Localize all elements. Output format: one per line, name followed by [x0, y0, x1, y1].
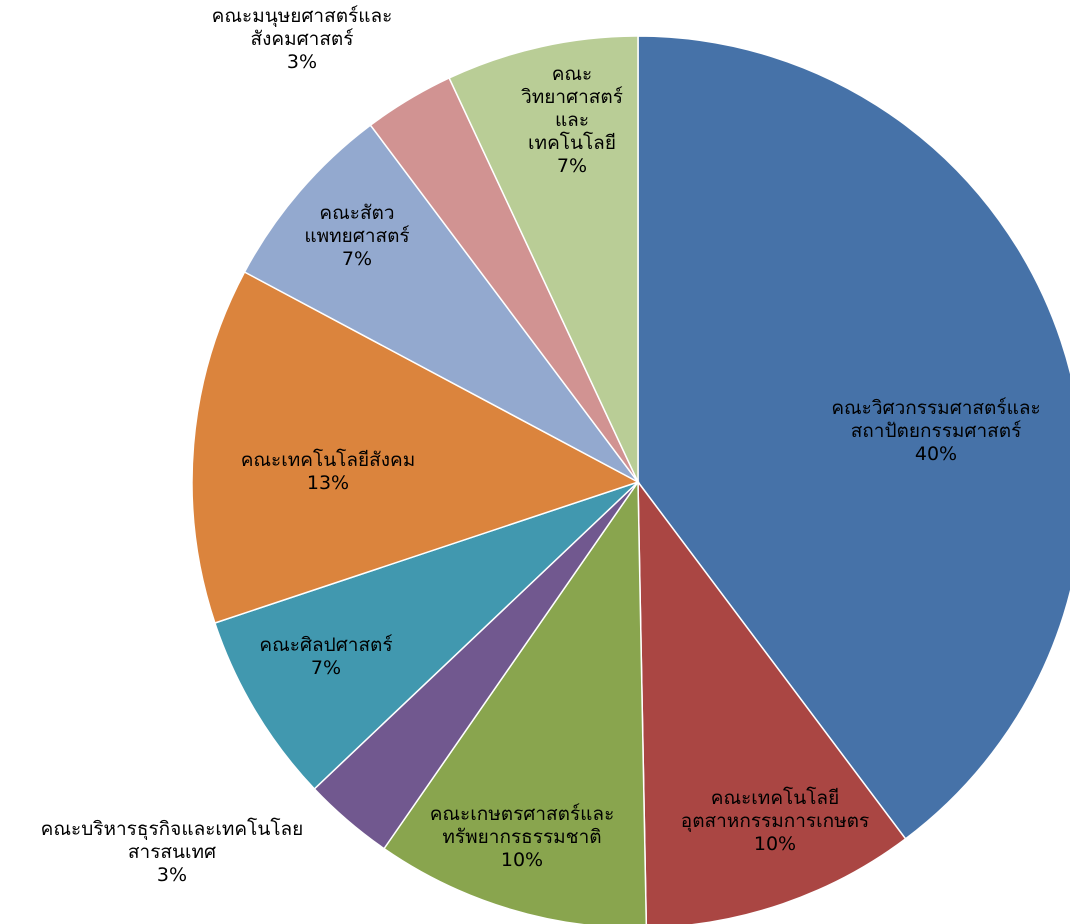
- slice-label-line: วิทยาศาสตร์: [521, 86, 623, 108]
- slice-percent-3: 10%: [501, 849, 543, 871]
- pie-slice-3: [382, 479, 648, 924]
- slice-percent-9: 7%: [557, 155, 587, 177]
- slice-label-line: สารสนเทศ: [128, 841, 216, 863]
- slice-label-line: คณะสัตว: [319, 202, 394, 224]
- slice-percent-8: 3%: [287, 51, 317, 73]
- pie-slice-5: [213, 481, 639, 790]
- pie-slice-2: [637, 479, 907, 924]
- slice-label-line: สังคมศาสตร์: [251, 28, 354, 50]
- slice-label-line: คณะ: [552, 63, 593, 85]
- slice-label-line: คณะบริหารธุรกิจและเทคโนโลย: [41, 817, 304, 841]
- slice-percent-2: 10%: [754, 833, 796, 855]
- pie-slice-7: [243, 124, 639, 483]
- slice-label-line: คณะมนุษยศาสตร์และ: [212, 5, 393, 28]
- slice-label-line: สถาปัตยกรรมศาสตร์: [851, 420, 1022, 442]
- slice-percent-1: 40%: [915, 443, 957, 465]
- slice-label-6: คณะเทคโนโลยีสังคม 13%: [241, 448, 416, 494]
- slice-percent-5: 7%: [311, 657, 341, 679]
- slice-label-line: และ: [555, 109, 589, 131]
- slice-label-7: คณะสัตวแพทยศาสตร์ 7%: [304, 202, 409, 270]
- pie-slice-1: [637, 35, 1070, 840]
- slice-label-5: คณะศิลปศาสตร์ 7%: [259, 634, 392, 679]
- slice-label-line: คณะเทคโนโลยี: [711, 786, 839, 809]
- slice-label-1: คณะวิศวกรรมศาสตร์และสถาปัตยกรรมศาสตร์ 40%: [831, 397, 1040, 465]
- slice-label-8: คณะมนุษยศาสตร์และสังคมศาสตร์ 3%: [212, 5, 393, 73]
- slice-label-line: แพทยศาสตร์: [304, 225, 409, 247]
- slice-label-line: คณะเทคโนโลยีสังคม: [241, 448, 416, 471]
- slice-label-line: ทรัพยากรธรรมชาติ: [442, 826, 601, 848]
- pie-slice-6: [191, 270, 640, 624]
- slice-percent-7: 7%: [342, 248, 372, 270]
- slice-percent-4: 3%: [157, 864, 187, 886]
- slice-label-4: คณะบริหารธุรกิจและเทคโนโลยสารสนเทศ 3%: [41, 817, 304, 886]
- slice-label-3: คณะเกษตรศาสตร์และทรัพยากรธรรมชาติ 10%: [430, 803, 615, 871]
- slice-label-line: อุตสาหกรรมการเกษตร: [681, 810, 869, 833]
- slice-label-line: เทคโนโลยี: [528, 131, 616, 154]
- slice-percent-6: 13%: [307, 472, 349, 494]
- pie-slice-9: [448, 35, 639, 483]
- slice-label-2: คณะเทคโนโลยีอุตสาหกรรมการเกษตร 10%: [681, 786, 869, 855]
- slice-label-line: คณะวิศวกรรมศาสตร์และ: [831, 397, 1040, 419]
- slice-label-line: คณะเกษตรศาสตร์และ: [430, 803, 615, 825]
- pie-labels: คณะวิศวกรรมศาสตร์และสถาปัตยกรรมศาสตร์ 40%…: [41, 5, 1041, 886]
- pie-slices: [191, 35, 1070, 924]
- slice-label-line: คณะศิลปศาสตร์: [259, 634, 392, 656]
- slice-label-9: คณะวิทยาศาสตร์และเทคโนโลยี 7%: [521, 63, 623, 177]
